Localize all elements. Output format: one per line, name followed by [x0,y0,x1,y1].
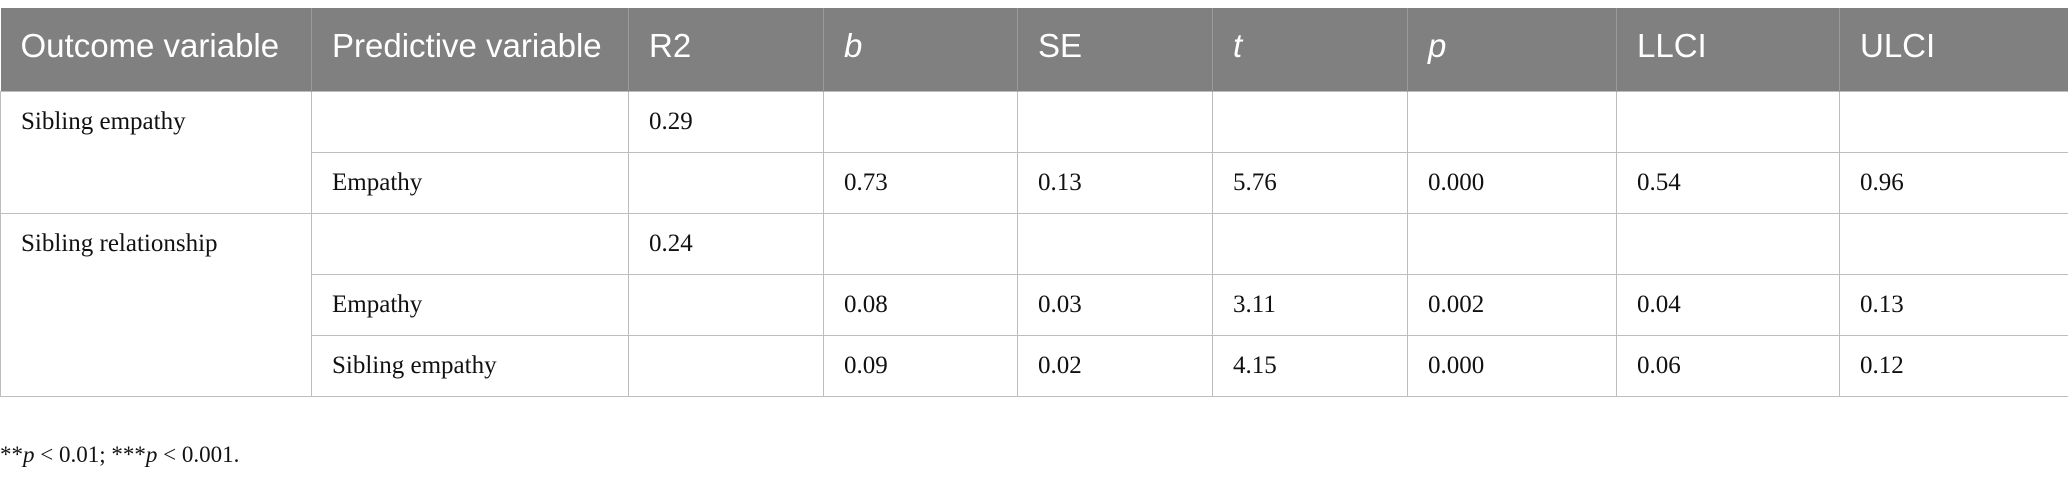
value-cell: 0.000 [1407,334,1617,397]
footnote-part: p [23,442,35,467]
outcome-cell: Sibling empathy [0,90,312,214]
value-cell: 0.13 [1839,273,2068,336]
value-cell: 0.24 [628,212,824,275]
value-cell [1017,90,1213,153]
value-cell: 0.09 [823,334,1018,397]
table-row: Sibling empathy 0.09 0.02 4.15 0.000 0.06 0.12 [1,334,2068,397]
value-cell [1407,90,1617,153]
value-cell [628,273,824,336]
table-row: Sibling empathy 0.29 [0,90,2068,214]
value-cell: 0.54 [1616,151,1840,214]
value-cell: 0.04 [1616,273,1840,336]
header-cell: Predictive variable [311,8,629,91]
footnote: **p < 0.01; ***p < 0.001. [0,442,239,468]
header-cell: b [823,8,1018,91]
predictor-cell: Empathy [311,151,629,214]
value-cell [1616,212,1840,275]
value-cell: 0.13 [1017,151,1213,214]
header-cell: Outcome variable [0,8,312,91]
value-cell [628,151,824,214]
value-cell: 0.002 [1407,273,1617,336]
value-cell: 0.29 [628,90,824,153]
value-cell [1212,212,1408,275]
value-cell: 0.000 [1407,151,1617,214]
value-cell: 0.12 [1839,334,2068,397]
value-cell: 4.15 [1212,334,1408,397]
value-cell: 0.96 [1839,151,2068,214]
footnote-part: ** [0,442,23,467]
table-header: Outcome variable Predictive variable R2 b SE… [0,8,2068,91]
value-cell: 0.73 [823,151,1018,214]
footnote-part: p [145,442,158,467]
predictor-cell [311,212,629,275]
predictor-cell: Empathy [311,273,629,336]
value-cell: 0.06 [1616,334,1840,397]
predictor-cell: Sibling empathy [311,334,629,397]
value-cell: 3.11 [1212,273,1408,336]
value-cell [823,212,1018,275]
value-cell [1839,212,2068,275]
table-row: Empathy 0.73 0.13 5.76 0.000 0.54 0.96 [1,151,2068,214]
value-cell [1407,212,1617,275]
value-cell [628,334,824,397]
header-cell: t [1212,8,1408,91]
table-row: Sibling relationship 0.24 [0,212,2068,397]
value-cell: 5.76 [1212,151,1408,214]
footnote-part: < 0.001. [157,442,240,467]
header-cell: SE [1017,8,1213,91]
value-cell [1212,90,1408,153]
table-row: Empathy 0.08 0.03 3.11 0.002 0.04 0.13 [1,273,2068,336]
table-body: Sibling empathy 0.29 Empathy 0.73 0.13 5.76 0.… [0,90,2068,397]
value-cell [1839,90,2068,153]
footnote-part: < 0.01; *** [34,442,146,467]
value-cell [1017,212,1213,275]
header-cell: LLCI [1616,8,1840,91]
value-cell [823,90,1018,153]
predictor-cell [311,90,629,153]
value-cell: 0.02 [1017,334,1213,397]
header-row: Outcome variable Predictive variable R2 b SE… [0,8,2068,91]
header-cell: R2 [628,8,824,91]
value-cell: 0.03 [1017,273,1213,336]
header-cell: ULCI [1839,8,2068,91]
value-cell: 0.08 [823,273,1018,336]
value-cell [1616,90,1840,153]
header-cell: p [1407,8,1617,91]
outcome-cell: Sibling relationship [0,212,312,397]
results-table: Outcome variable Predictive variable R2 b SE… [0,8,2068,397]
